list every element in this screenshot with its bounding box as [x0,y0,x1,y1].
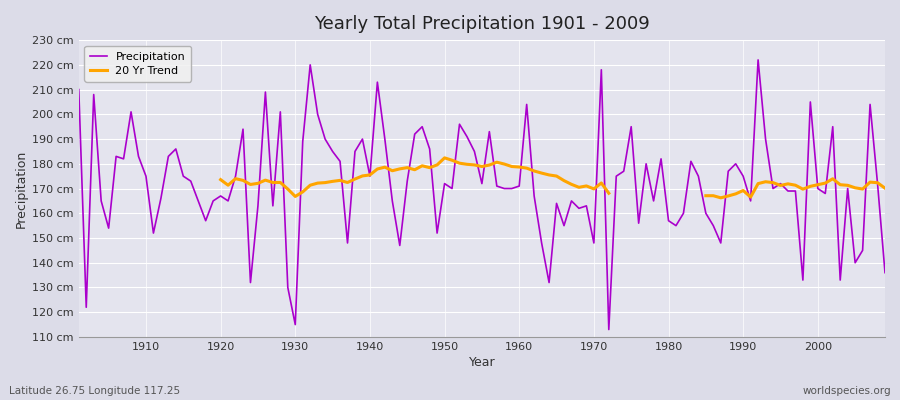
20 Yr Trend [462,162,472,167]
Legend: Precipitation, 20 Yr Trend: Precipitation, 20 Yr Trend [85,46,191,82]
20 Yr Trend [328,179,338,184]
20 Yr Trend [454,161,465,166]
Precipitation [133,154,144,159]
Line: Precipitation: Precipitation [79,60,885,330]
Text: Latitude 26.75 Longitude 117.25: Latitude 26.75 Longitude 117.25 [9,386,180,396]
20 Yr Trend [439,156,450,160]
20 Yr Trend [476,164,487,169]
Precipitation [74,87,85,92]
Precipitation [342,240,353,245]
Precipitation [752,58,763,62]
Precipitation [611,174,622,178]
Precipitation [879,270,890,275]
Title: Yearly Total Precipitation 1901 - 2009: Yearly Total Precipitation 1901 - 2009 [314,15,650,33]
Text: worldspecies.org: worldspecies.org [803,386,891,396]
Precipitation [603,327,614,332]
X-axis label: Year: Year [469,356,495,369]
20 Yr Trend [528,168,539,173]
Y-axis label: Precipitation: Precipitation [15,150,28,228]
Precipitation [297,139,308,144]
20 Yr Trend [215,177,226,182]
Precipitation [507,186,517,191]
20 Yr Trend [290,194,301,199]
20 Yr Trend [484,163,495,168]
20 Yr Trend [603,191,614,196]
Precipitation [514,184,525,188]
Line: 20 Yr Trend: 20 Yr Trend [220,158,608,196]
